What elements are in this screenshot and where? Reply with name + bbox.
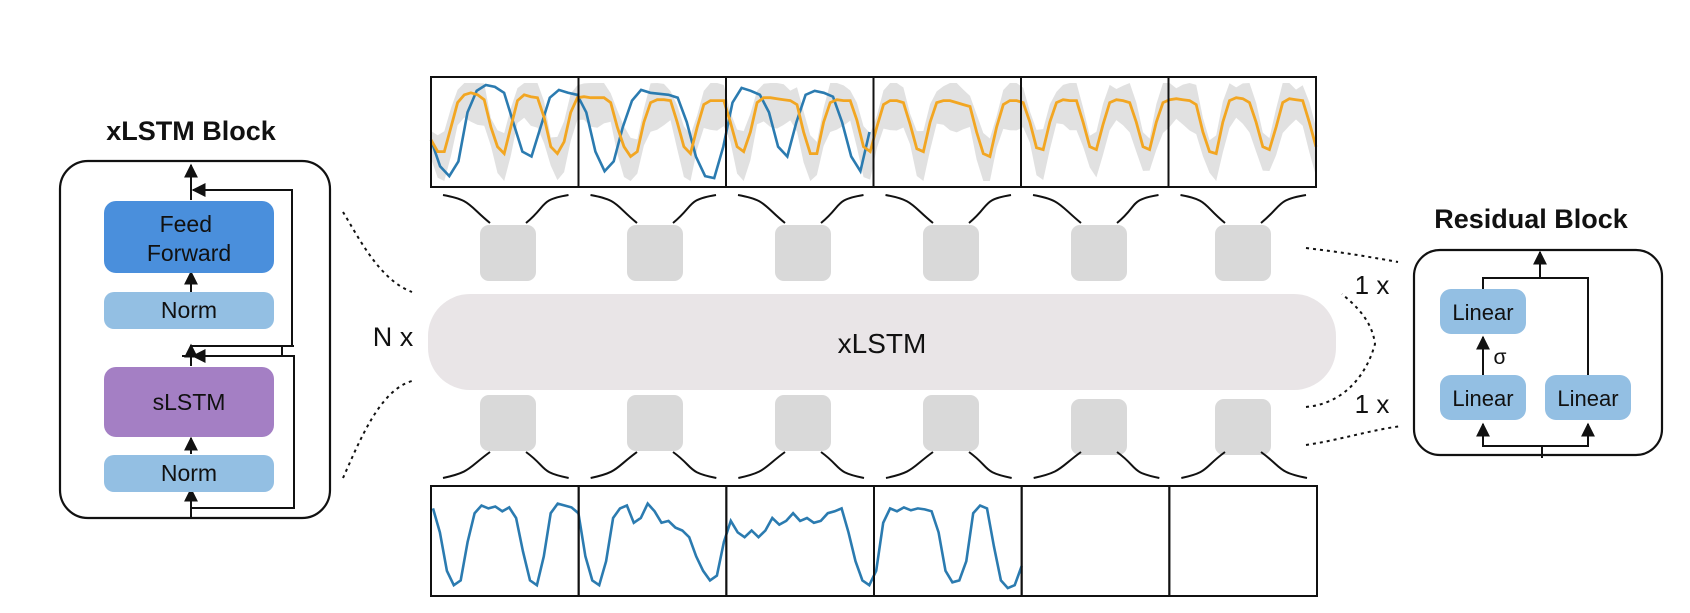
left-zoom-connectors: [342, 211, 413, 479]
funnel-bottom-right-1: [525, 451, 569, 479]
funnel-top-left-1: [442, 194, 491, 224]
funnel-bottom-left-6: [1181, 451, 1226, 479]
funnel-top-right-5: [1116, 194, 1159, 224]
token-top-3: [775, 225, 831, 281]
linear-label-bottom-left: Linear: [1452, 386, 1513, 411]
funnel-top-right-4: [968, 194, 1012, 224]
linear-layer-top: [1440, 289, 1526, 334]
token-top-4: [923, 225, 979, 281]
funnel-bottom-right-2: [672, 451, 717, 479]
funnel-bottom-left-4: [885, 451, 934, 479]
right-zoom-connectors: [1305, 247, 1403, 446]
funnel-top-right-2: [672, 194, 717, 224]
funnel-top-left-5: [1032, 194, 1082, 224]
xlstm-block-skip-connections: [182, 183, 295, 509]
xlstm-block: xLSTM Block Feed Forward Norm sLSTM: [58, 116, 332, 520]
funnel-top-right-6: [1260, 194, 1307, 224]
norm-layer-top: [104, 292, 274, 329]
xlstm-block-title: xLSTM Block: [106, 116, 277, 146]
funnel-bottom-right-5: [1116, 451, 1160, 479]
token-top-2: [627, 225, 683, 281]
xlstm-block-frame: [58, 159, 332, 520]
forecast-panel-6: [1167, 76, 1317, 188]
linear-layer-bottom-left: [1440, 375, 1526, 420]
norm-label-top: Norm: [161, 297, 217, 323]
funnel-connectors-bottom: [442, 451, 1308, 479]
funnel-bottom-right-4: [968, 451, 1012, 479]
token-top-5: [1071, 225, 1127, 281]
input-series-line: [431, 501, 1023, 590]
n-times-label: N x: [373, 322, 414, 352]
funnel-top-left-6: [1180, 194, 1226, 224]
input-panel-5: [1020, 485, 1171, 597]
funnel-top-right-3: [820, 194, 864, 224]
token-bottom-6: [1215, 399, 1271, 455]
xlstm-bar-label: xLSTM: [838, 328, 927, 359]
residual-block-frame: [1412, 248, 1664, 457]
funnel-top-right-1: [525, 194, 569, 224]
funnel-bottom-left-3: [738, 451, 786, 479]
funnel-top-left-4: [885, 194, 934, 224]
funnel-top-left-2: [590, 194, 638, 224]
token-bottom-5: [1071, 399, 1127, 455]
one-times-label-bottom: 1 x: [1355, 389, 1390, 419]
residual-block-title: Residual Block: [1434, 204, 1629, 234]
one-times-label-top: 1 x: [1355, 270, 1390, 300]
funnel-bottom-left-1: [442, 451, 491, 479]
norm-label-bottom: Norm: [161, 460, 217, 486]
sigma-activation-label: σ: [1494, 346, 1507, 369]
xlstm-bar: [428, 294, 1336, 390]
feed-forward-layer: [104, 201, 274, 273]
residual-block-arrows: [1476, 250, 1595, 458]
token-bottom-2: [627, 395, 683, 451]
funnel-connectors-top: [442, 194, 1307, 224]
slstm-label: sLSTM: [153, 389, 226, 415]
linear-label-bottom-right: Linear: [1557, 386, 1618, 411]
token-bottom-3: [775, 395, 831, 451]
token-bottom-1: [480, 395, 536, 451]
funnel-bottom-left-2: [590, 451, 638, 479]
funnel-bottom-left-5: [1033, 451, 1082, 479]
token-bottom-4: [923, 395, 979, 451]
input-panel-1: [430, 485, 580, 597]
linear-label-top: Linear: [1452, 300, 1513, 325]
token-top-6: [1215, 225, 1271, 281]
ground-truth-series-line: [429, 83, 871, 180]
slstm-layer: [104, 367, 274, 437]
funnel-bottom-right-6: [1260, 451, 1308, 479]
input-panel-6: [1168, 485, 1319, 597]
feed-forward-label: Feed Forward: [147, 211, 231, 266]
input-chart: [430, 485, 1319, 597]
funnel-bottom-right-3: [820, 451, 865, 479]
funnel-top-left-3: [737, 194, 786, 224]
linear-layer-bottom-right: [1545, 375, 1631, 420]
embedding-tokens-top: [480, 225, 1271, 281]
embedding-tokens-bottom: [480, 395, 1271, 455]
forecast-chart: [429, 76, 1318, 188]
norm-layer-bottom: [104, 455, 274, 492]
residual-block: Residual Block Linear σ Linear Linear: [1412, 204, 1664, 458]
token-top-1: [480, 225, 536, 281]
